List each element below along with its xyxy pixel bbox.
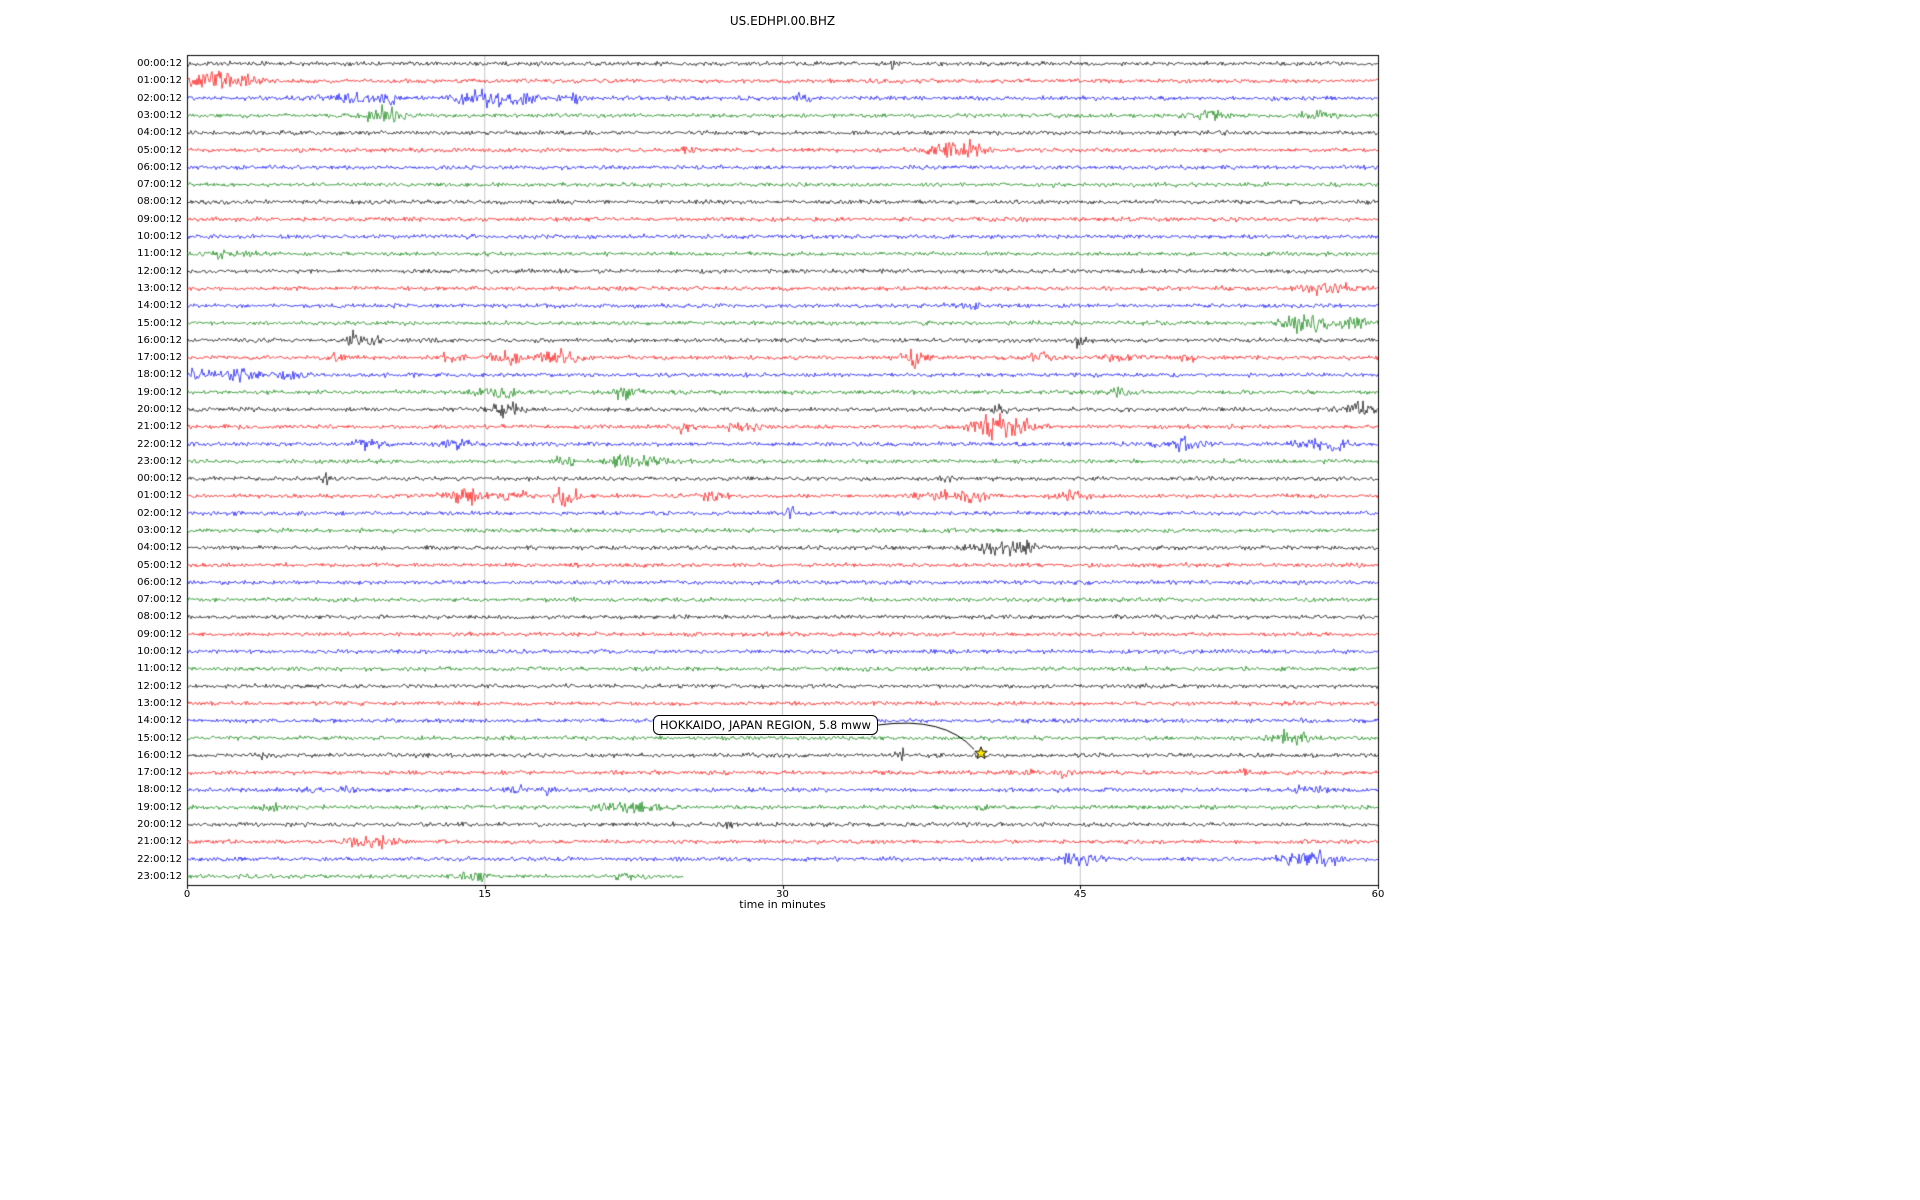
row-label: 20:00:12 xyxy=(137,403,182,415)
row-label: 12:00:12 xyxy=(137,265,182,277)
row-label: 10:00:12 xyxy=(137,231,182,243)
row-label: 19:00:12 xyxy=(137,386,182,398)
row-label: 22:00:12 xyxy=(137,853,182,865)
row-label: 00:00:12 xyxy=(137,473,182,485)
row-label: 17:00:12 xyxy=(137,352,182,364)
row-label: 16:00:12 xyxy=(137,334,182,346)
row-label: 23:00:12 xyxy=(137,455,182,467)
row-label: 12:00:12 xyxy=(137,680,182,692)
row-label: 13:00:12 xyxy=(137,697,182,709)
row-label: 21:00:12 xyxy=(137,421,182,433)
row-label: 06:00:12 xyxy=(137,161,182,173)
row-label: 11:00:12 xyxy=(137,248,182,260)
chart-title: US.EDHPI.00.BHZ xyxy=(729,14,836,28)
row-label: 02:00:12 xyxy=(137,507,182,519)
row-label: 15:00:12 xyxy=(137,317,182,329)
row-label: 14:00:12 xyxy=(137,300,182,312)
event-annotation: HOKKAIDO, JAPAN REGION, 5.8 mww xyxy=(653,715,878,735)
row-label: 08:00:12 xyxy=(137,611,182,623)
x-tick-label: 0 xyxy=(183,889,191,900)
row-label: 23:00:12 xyxy=(137,870,182,882)
row-label: 09:00:12 xyxy=(137,213,182,225)
row-label: 00:00:12 xyxy=(137,58,182,70)
row-label: 04:00:12 xyxy=(137,542,182,554)
x-tick-label: 15 xyxy=(478,889,492,900)
row-label: 11:00:12 xyxy=(137,663,182,675)
row-label: 01:00:12 xyxy=(137,75,182,87)
row-label: 21:00:12 xyxy=(137,836,182,848)
x-tick-label: 30 xyxy=(776,889,789,900)
x-axis-label: time in minutes xyxy=(739,898,826,911)
row-label: 15:00:12 xyxy=(137,732,182,744)
row-label: 09:00:12 xyxy=(137,628,182,640)
row-label: 04:00:12 xyxy=(137,127,182,139)
row-label: 06:00:12 xyxy=(137,576,182,588)
row-label: 10:00:12 xyxy=(137,646,182,658)
row-label: 16:00:12 xyxy=(137,749,182,761)
row-label: 18:00:12 xyxy=(137,369,182,381)
row-label: 07:00:12 xyxy=(137,179,182,191)
row-label: 08:00:12 xyxy=(137,196,182,208)
row-label: 03:00:12 xyxy=(137,525,182,537)
row-label: 01:00:12 xyxy=(137,490,182,502)
x-tick-label: 60 xyxy=(1371,889,1385,900)
row-label: 05:00:12 xyxy=(137,144,182,156)
row-label: 03:00:12 xyxy=(137,110,182,122)
row-label: 20:00:12 xyxy=(137,818,182,830)
row-label: 22:00:12 xyxy=(137,438,182,450)
row-label: 05:00:12 xyxy=(137,559,182,571)
row-label: 17:00:12 xyxy=(137,767,182,779)
row-label: 13:00:12 xyxy=(137,282,182,294)
row-label: 19:00:12 xyxy=(137,801,182,813)
row-label: 18:00:12 xyxy=(137,784,182,796)
row-label: 02:00:12 xyxy=(137,92,182,104)
row-label: 14:00:12 xyxy=(137,715,182,727)
x-tick-label: 45 xyxy=(1073,889,1087,900)
row-label: 07:00:12 xyxy=(137,594,182,606)
